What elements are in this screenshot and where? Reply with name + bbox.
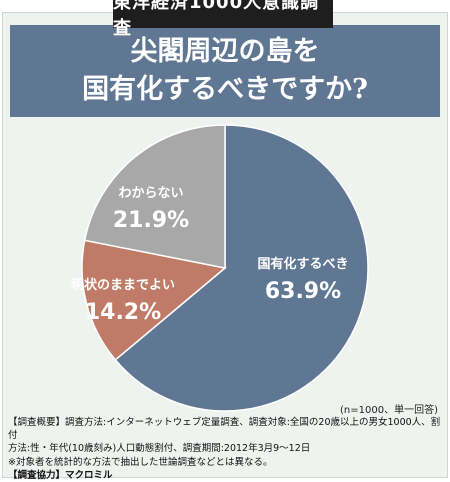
cooperation-value: マクロミル <box>65 469 113 481</box>
slice-dont-know-value: 21.9% <box>113 208 189 233</box>
slice-status-quo <box>81 239 227 361</box>
survey-summary: 【調査概要】調査方法:インターネットウェブ定量調査、調査対象:全国の20歳以上の… <box>8 416 442 482</box>
slice-nationalize-value: 63.9% <box>265 279 341 304</box>
survey-line-3: ※対象者を統計的な方法で抽出した世論調査などとは異なる。 <box>8 456 273 468</box>
slice-dont-know <box>83 124 226 269</box>
slice-nationalize-label: 国有化するべき <box>257 256 348 272</box>
survey-line-2: 方法:性・年代(10歳刻み)人口動態割付、調査期間:2012年3月9〜12日 <box>8 443 311 455</box>
cooperation-label: 【調査協力】 <box>8 469 66 481</box>
slice-nationalize <box>114 124 369 412</box>
slice-status-quo-value: 14.2% <box>85 300 161 325</box>
title-line-2: 国有化するべきですか? <box>82 74 368 105</box>
slice-dont-know-label: わからない <box>118 186 183 201</box>
survey-line-1: 【調査概要】調査方法:インターネットウェブ定量調査、調査対象:全国の20歳以上の… <box>8 417 441 442</box>
title-line-1: 尖閣周辺の島を <box>130 36 320 67</box>
slice-status-quo-label: 現状のままでよい <box>71 277 175 293</box>
title-panel: 尖閣周辺の島を 国有化するべきですか? <box>10 25 440 117</box>
sample-note: (n=1000、単一回答) <box>340 405 438 416</box>
survey-tag: 東洋経済1000人意識調査 <box>113 0 333 39</box>
